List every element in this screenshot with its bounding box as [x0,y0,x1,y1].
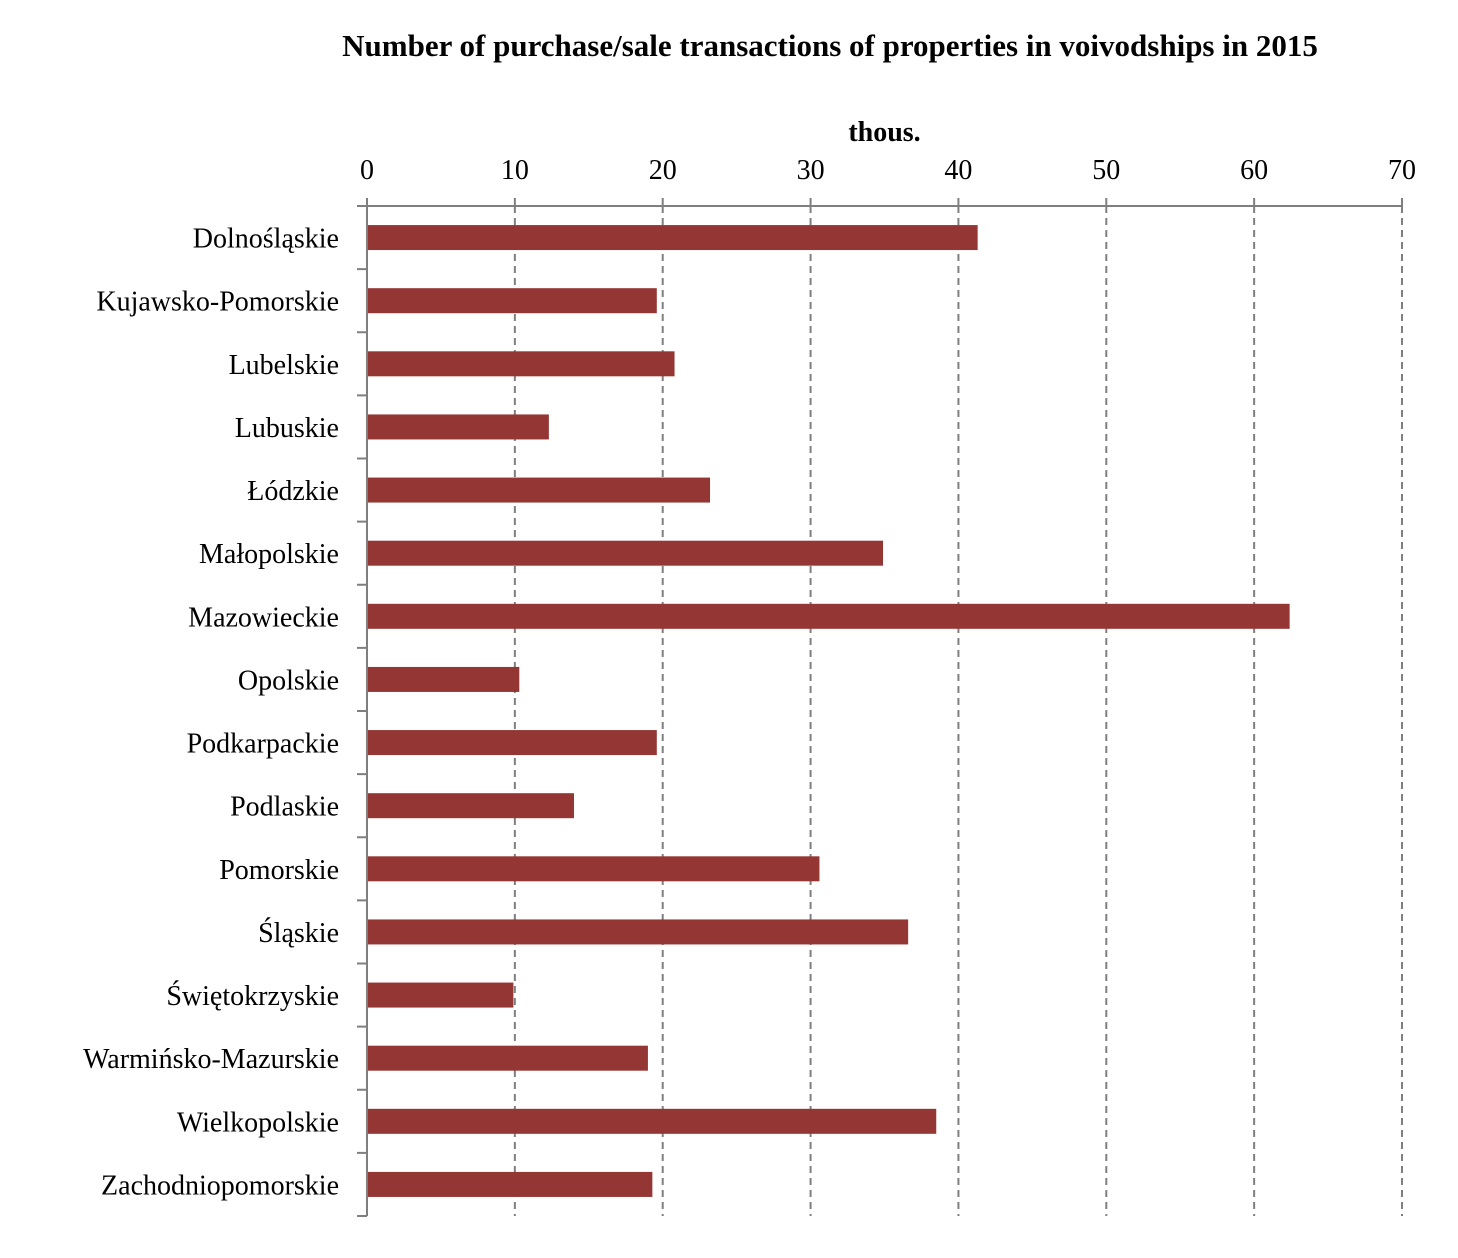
bar-16 [367,1171,653,1197]
category-label: Podkarpackie [187,729,339,760]
chart-title: Number of purchase/sale transactions of … [342,28,1318,63]
x-tick-label: 60 [1240,155,1268,186]
x-tick-label: 20 [649,155,677,186]
x-tick-label: 50 [1092,155,1120,186]
x-tick-label: 10 [501,155,529,186]
category-label: Lubelskie [229,350,339,381]
category-label: Podlaskie [230,792,339,823]
bar-1 [367,225,978,251]
bar-7 [367,603,1290,629]
bar-12 [367,919,909,945]
category-label: Warmińsko-Mazurskie [83,1044,339,1075]
category-label: Pomorskie [219,855,339,886]
bars [367,225,1290,1197]
category-label: Lubuskie [235,413,339,444]
bar-3 [367,351,675,377]
bar-15 [367,1108,937,1134]
category-label: Opolskie [238,665,339,696]
category-label: Kujawsko-Pomorskie [96,287,339,318]
bar-5 [367,477,711,503]
axes [357,198,1403,1217]
bar-10 [367,793,574,819]
bar-13 [367,982,514,1008]
bar-4 [367,414,549,440]
category-label: Dolnośląskie [193,224,339,255]
category-label: Mazowieckie [188,602,339,633]
x-tick-label: 30 [797,155,825,186]
category-label: Zachodniopomorskie [101,1170,339,1201]
x-tick-label: 0 [360,155,374,186]
labels: 0 10 20 30 40 50 60 70 thous. Dolnośląskie Kujawsk… [83,117,1416,1201]
category-label: Małopolskie [199,539,339,570]
bar-2 [367,288,657,314]
category-label: Łódzkie [247,476,339,507]
bar-9 [367,730,657,756]
category-label: Świętokrzyskie [166,981,339,1012]
category-label: Śląskie [258,918,339,949]
x-tick-label: 70 [1388,155,1416,186]
x-axis-unit-label: thous. [848,117,920,148]
bar-11 [367,856,820,882]
bar-6 [367,540,884,566]
bar-14 [367,1045,648,1071]
category-label: Wielkopolskie [177,1107,339,1138]
x-tick-label: 40 [944,155,972,186]
bar-8 [367,666,520,692]
